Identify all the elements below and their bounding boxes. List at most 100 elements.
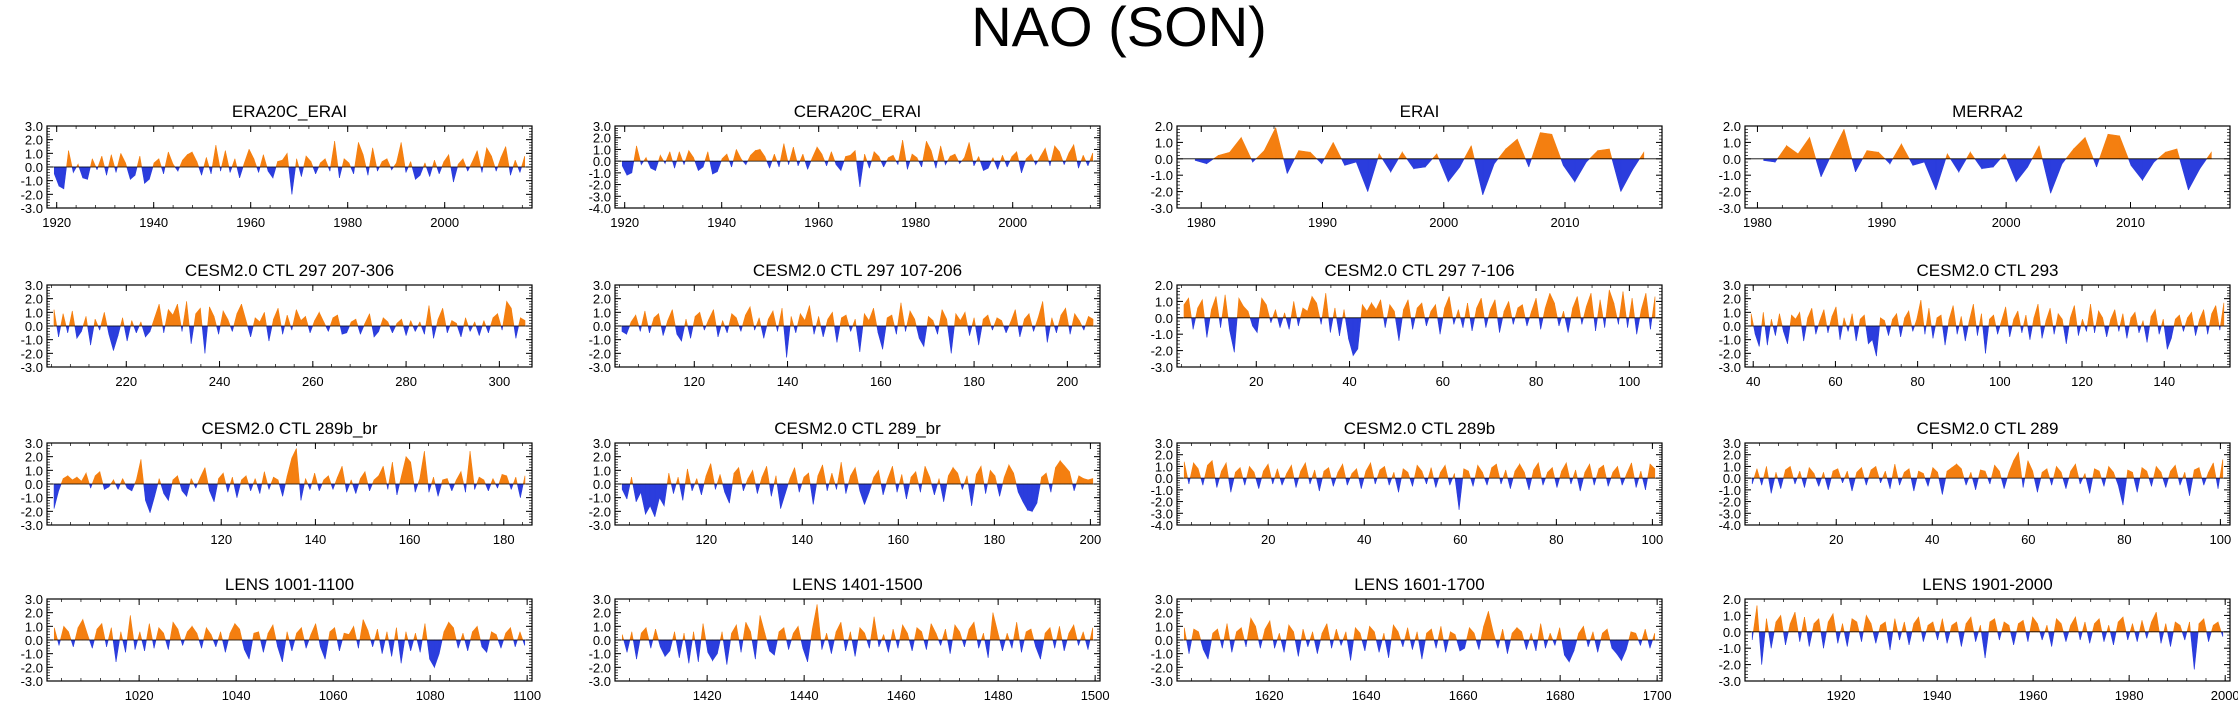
positive-area (292, 309, 297, 327)
positive-area (1198, 631, 1202, 641)
positive-area (1496, 464, 1501, 479)
positive-area (261, 471, 265, 485)
positive-area (154, 304, 160, 327)
positive-area (1290, 301, 1295, 319)
negative-area (2199, 158, 2208, 170)
negative-area (229, 325, 233, 332)
y-tick-label: -3.0 (1151, 506, 1173, 521)
negative-area (1764, 325, 1768, 346)
positive-area (1597, 148, 1610, 160)
positive-area (236, 304, 242, 327)
negative-area (896, 483, 900, 493)
positive-area (110, 478, 114, 485)
nao-panel: LENS 1401-15003.02.01.00.0-1.0-2.0-3.014… (589, 575, 1110, 703)
positive-area (1846, 471, 1850, 479)
negative-area (125, 639, 128, 653)
negative-area (1981, 158, 1994, 169)
negative-area (859, 483, 865, 505)
positive-area (353, 626, 357, 641)
positive-area (952, 624, 956, 641)
negative-area (1056, 325, 1059, 333)
negative-area (229, 166, 233, 173)
positive-area (1928, 308, 1932, 327)
negative-area (1228, 477, 1232, 493)
positive-area (1913, 616, 1919, 633)
positive-area (515, 477, 518, 485)
negative-area (174, 166, 179, 173)
negative-area (451, 483, 456, 491)
negative-area (201, 325, 206, 354)
positive-area (512, 160, 516, 168)
positive-area (1529, 311, 1532, 319)
positive-area (948, 466, 954, 485)
positive-area (1823, 472, 1826, 479)
negative-area (277, 639, 283, 662)
positive-area (419, 451, 425, 485)
positive-area (386, 631, 389, 641)
x-tick-label: 20 (1829, 532, 1843, 547)
negative-area (1616, 639, 1622, 662)
negative-area (938, 639, 941, 646)
y-tick-label: -1.0 (21, 491, 43, 506)
negative-area (769, 639, 775, 656)
positive-area (1799, 312, 1802, 327)
x-tick-label: 160 (399, 532, 421, 547)
positive-area (263, 154, 268, 168)
positive-area (1321, 623, 1328, 641)
negative-area (921, 160, 924, 168)
positive-area (1516, 139, 1526, 160)
positive-area (1584, 462, 1590, 479)
negative-area (318, 483, 323, 491)
y-tick-label: 2.0 (25, 450, 43, 465)
y-tick-label: 1.0 (1723, 608, 1741, 623)
positive-area (1311, 469, 1315, 479)
negative-area (1260, 639, 1263, 649)
negative-area (1004, 160, 1008, 168)
positive-area (827, 151, 832, 162)
negative-area (845, 483, 849, 494)
negative-area (378, 325, 381, 332)
positive-area (1652, 633, 1656, 641)
negative-area (58, 166, 65, 190)
negative-area (1523, 639, 1527, 650)
negative-area (674, 160, 677, 169)
positive-area (1837, 468, 1842, 479)
positive-area (1849, 618, 1853, 633)
negative-area (213, 483, 218, 502)
negative-area (745, 160, 749, 165)
negative-area (1346, 477, 1351, 486)
positive-area (286, 457, 293, 485)
negative-area (1620, 158, 1633, 192)
positive-area (1626, 462, 1632, 479)
negative-area (419, 639, 423, 653)
positive-area (2117, 616, 2124, 633)
negative-area (650, 639, 654, 649)
negative-area (117, 483, 121, 490)
negative-area (2096, 158, 2100, 168)
positive-area (1480, 626, 1484, 641)
positive-area (1193, 628, 1199, 641)
negative-area (352, 483, 357, 494)
negative-area (126, 166, 131, 180)
positive-area (928, 315, 934, 327)
negative-area (2133, 477, 2138, 493)
positive-area (82, 316, 87, 327)
negative-area (291, 166, 296, 195)
negative-area (1574, 158, 1587, 183)
positive-area (927, 623, 932, 641)
negative-area (908, 639, 913, 652)
negative-area (2170, 631, 2174, 647)
positive-area (1255, 626, 1259, 641)
positive-area (486, 146, 492, 168)
positive-area (1030, 628, 1035, 641)
positive-area (2001, 621, 2005, 633)
positive-area (332, 314, 338, 327)
positive-area (315, 623, 320, 641)
positive-area (1961, 468, 1965, 479)
negative-area (1573, 639, 1578, 652)
negative-area (514, 639, 518, 647)
negative-area (486, 639, 490, 653)
x-tick-label: 1940 (139, 215, 168, 230)
positive-area (209, 306, 215, 327)
x-tick-label: 240 (209, 374, 231, 389)
